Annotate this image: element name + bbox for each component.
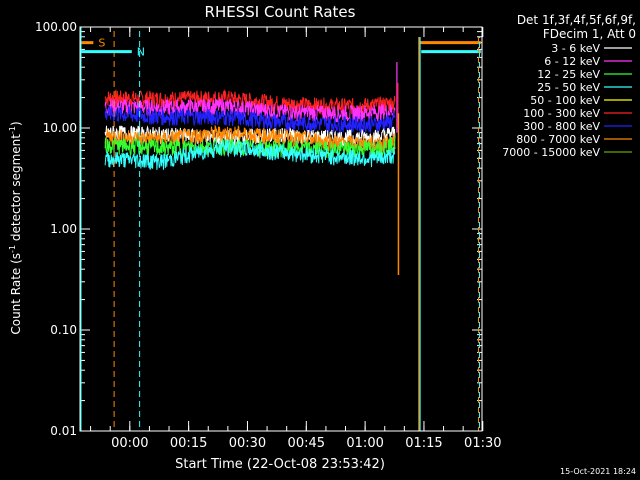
x-tick-label-4: 01:00 [346, 436, 383, 451]
y-tick-label-4: 0.01 [50, 424, 77, 438]
y-tick-label-3: 0.10 [50, 323, 77, 337]
legend-header-line1: Det 1f,3f,4f,5f,6f,9f, [517, 13, 636, 27]
x-tick-label-3: 00:45 [288, 436, 325, 451]
x-axis-label: Start Time (22-Oct-08 23:53:42) [175, 457, 385, 472]
legend-header-line2: FDecim 1, Att 0 [543, 27, 636, 41]
y-label-part-c: ) [9, 121, 23, 126]
y-tick-label-2: 1.00 [50, 222, 77, 236]
series-12-25-kev [104, 136, 396, 159]
x-tick-label-2: 00:30 [229, 436, 266, 451]
y-label-part-b: detector segment [9, 134, 23, 245]
x-tick-label-0: 00:00 [111, 436, 148, 451]
segment-s-label: S [98, 37, 105, 50]
x-tick-label-6: 01:30 [464, 436, 501, 451]
y-label-sup-1: -1 [8, 245, 17, 253]
series-300-800-kev [104, 105, 396, 135]
series-layer [104, 62, 400, 276]
series-6-12-kev [104, 98, 396, 123]
legend: Det 1f,3f,4f,5f,6f,9f, FDecim 1, Att 0 3… [502, 13, 636, 159]
segment-markers: SN [80, 27, 481, 431]
legend-label-800-7000-kev: 800 - 7000 keV [516, 133, 600, 146]
x-tick-label-5: 01:15 [405, 436, 442, 451]
y-label-part-a: Count Rate (s [9, 253, 23, 335]
segment-n-label: N [137, 46, 145, 59]
series-100-300-kev [104, 89, 396, 116]
footer-timestamp: 15-Oct-2021 18:24 [560, 467, 636, 476]
chart-title: RHESSI Count Rates [205, 3, 356, 21]
legend-label-300-800-kev: 300 - 800 keV [523, 120, 600, 133]
y-tick-label-0: 100.00 [35, 20, 77, 34]
series-25-50-kev [104, 139, 396, 170]
legend-label-7000-15000-kev: 7000 - 15000 keV [502, 146, 600, 159]
legend-label-3-6-kev: 3 - 6 keV [551, 42, 600, 55]
plot-frame [79, 26, 483, 432]
legend-label-12-25-kev: 12 - 25 keV [537, 68, 600, 81]
legend-label-25-50-kev: 25 - 50 keV [537, 81, 600, 94]
legend-label-6-12-kev: 6 - 12 keV [544, 55, 600, 68]
legend-label-50-100-kev: 50 - 100 keV [530, 94, 600, 107]
legend-label-100-300-kev: 100 - 300 keV [523, 107, 600, 120]
y-axis-label: Count Rate (s-1 detector segment-1) [8, 121, 23, 334]
y-axis: 100.00 10.00 1.00 0.10 0.01 [35, 20, 482, 438]
y-label-sup-2: -1 [8, 126, 17, 134]
x-axis: 00:00 00:15 00:30 00:45 01:00 01:15 01:30 [90, 27, 502, 451]
y-tick-label-1: 10.00 [43, 121, 77, 135]
x-tick-label-1: 00:15 [170, 436, 207, 451]
